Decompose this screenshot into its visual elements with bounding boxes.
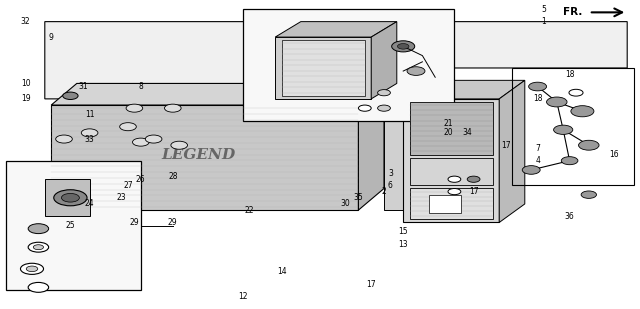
Text: 25: 25 [65,221,76,230]
Text: 17: 17 [468,187,479,196]
Text: 29: 29 [129,218,140,227]
Text: 26: 26 [136,175,146,184]
Text: 31: 31 [78,82,88,91]
Polygon shape [51,83,384,105]
Circle shape [28,282,49,292]
Circle shape [579,140,599,150]
Circle shape [397,44,409,49]
Circle shape [529,82,547,91]
Text: 2: 2 [381,187,387,196]
Circle shape [28,224,49,234]
Text: 32: 32 [20,17,31,26]
Circle shape [378,90,390,96]
Circle shape [28,242,49,252]
Text: 8: 8 [138,82,143,91]
Text: 30: 30 [340,199,351,209]
Text: 14: 14 [276,267,287,277]
Circle shape [448,188,461,195]
Text: 3: 3 [388,168,393,178]
Polygon shape [429,195,461,213]
Polygon shape [384,99,416,210]
Circle shape [20,263,44,274]
Polygon shape [6,161,141,290]
Polygon shape [410,102,493,154]
Text: 23: 23 [116,193,127,202]
Text: 34: 34 [462,128,472,138]
Text: 18: 18 [533,94,542,104]
Circle shape [126,104,143,112]
Polygon shape [275,22,397,37]
Text: 11: 11 [85,110,94,119]
Text: 15: 15 [398,227,408,236]
Text: 17: 17 [500,141,511,150]
Text: 13: 13 [398,239,408,249]
Polygon shape [51,105,358,210]
Circle shape [56,135,72,143]
Circle shape [33,245,44,250]
Circle shape [378,105,390,111]
Circle shape [120,123,136,131]
Text: 12: 12 [239,292,248,301]
Circle shape [63,92,78,99]
Text: 36: 36 [564,212,575,221]
Circle shape [448,176,461,182]
Polygon shape [371,22,397,99]
Text: 29: 29 [168,218,178,227]
Circle shape [561,157,578,165]
Circle shape [61,193,79,202]
Text: 16: 16 [609,150,620,159]
Circle shape [569,89,583,96]
Text: 33: 33 [84,134,95,144]
Circle shape [171,141,188,149]
Circle shape [164,104,181,112]
Circle shape [81,129,98,137]
Polygon shape [403,80,525,99]
Polygon shape [410,188,493,219]
Text: 10: 10 [20,79,31,88]
Polygon shape [45,22,627,99]
Polygon shape [45,179,90,216]
Circle shape [547,97,567,107]
Polygon shape [243,9,454,121]
Circle shape [26,266,38,272]
Circle shape [407,67,425,75]
Polygon shape [275,37,371,99]
Polygon shape [403,99,499,222]
Text: 18: 18 [565,70,574,79]
Circle shape [392,41,415,52]
Text: 7: 7 [535,144,540,153]
Circle shape [467,176,480,182]
Circle shape [522,166,540,174]
Text: 5: 5 [541,5,547,14]
Circle shape [581,191,596,198]
Text: LEGEND: LEGEND [161,147,236,162]
Circle shape [132,138,149,146]
Text: 27: 27 [123,181,133,190]
Polygon shape [499,80,525,222]
Circle shape [571,106,594,117]
Text: 9: 9 [49,32,54,42]
Polygon shape [410,158,493,185]
Text: 35: 35 [353,193,364,202]
Circle shape [145,135,162,143]
Polygon shape [282,40,365,96]
Text: 20: 20 [443,128,453,138]
Text: 24: 24 [84,199,95,209]
Polygon shape [358,83,384,210]
Text: 19: 19 [20,94,31,104]
Circle shape [358,105,371,111]
Text: 4: 4 [535,156,540,165]
Text: 28: 28 [168,171,177,181]
Circle shape [54,190,87,206]
Text: 17: 17 [366,280,376,289]
Text: 6: 6 [388,181,393,190]
Text: 22: 22 [245,205,254,215]
Text: FR.: FR. [563,7,582,17]
Text: 1: 1 [541,17,547,26]
Circle shape [554,125,573,134]
Text: 21: 21 [444,119,452,128]
